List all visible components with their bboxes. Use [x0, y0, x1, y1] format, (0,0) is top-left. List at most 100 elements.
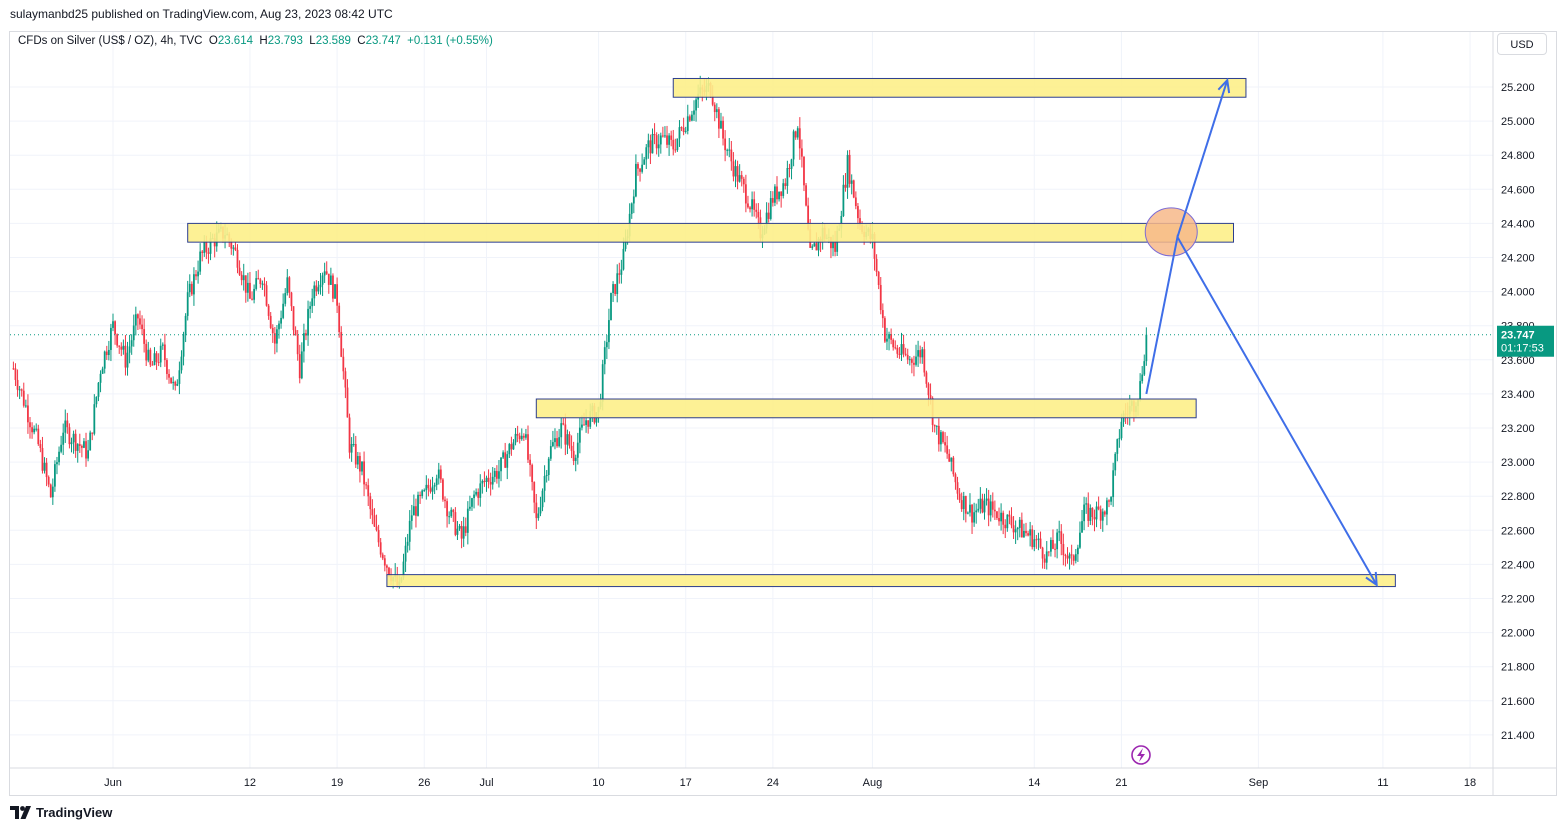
candle-body — [406, 541, 409, 546]
candle-body — [890, 334, 893, 340]
candle-body — [1074, 554, 1077, 561]
candle-body — [307, 308, 309, 336]
candle-body — [72, 433, 75, 443]
x-tick-label: Aug — [863, 777, 883, 789]
candle-body — [371, 509, 374, 516]
candle-body — [973, 512, 976, 523]
candle-body — [661, 135, 664, 137]
candle-body — [1066, 555, 1069, 559]
candle-body — [817, 238, 820, 251]
candle-body — [471, 498, 473, 507]
candle-body — [832, 242, 834, 249]
candle-body — [726, 149, 729, 151]
candle-body — [906, 354, 909, 360]
candle-body — [323, 271, 326, 276]
candle-body — [624, 238, 627, 249]
price-axis[interactable]: 21.400 21.600 21.800 22.000 22.200 22.400 22.6… — [1501, 82, 1535, 742]
candle-body — [269, 315, 272, 328]
candle-body — [105, 351, 108, 356]
candle-body — [267, 305, 270, 316]
x-tick-label: Jun — [104, 777, 122, 789]
candle-body — [273, 333, 276, 344]
candle-body — [313, 285, 316, 299]
candle-body — [265, 285, 268, 306]
candle-body — [886, 338, 888, 342]
candle-body — [952, 457, 955, 475]
candle-body — [508, 444, 511, 455]
candle-body — [469, 506, 471, 509]
candle-body — [184, 315, 187, 335]
candle-body — [581, 424, 583, 428]
candle-body — [585, 420, 587, 425]
zone-24.4 — [187, 222, 1235, 243]
time-axis[interactable]: Jun 12 19 26 Jul 10 17 24 Aug 14 21 Sep 11 18 — [104, 777, 1476, 789]
candle-body — [27, 405, 29, 423]
candle-body — [1018, 519, 1021, 528]
candle-body — [16, 379, 19, 390]
candle-body — [944, 442, 946, 446]
candle-body — [612, 284, 614, 293]
candle-body — [896, 347, 899, 354]
candle-body — [74, 433, 77, 451]
change-value: +0.131 (+0.55%) — [407, 35, 493, 47]
lightning-icon[interactable] — [1131, 745, 1151, 765]
candle-body — [510, 444, 513, 450]
candle-body — [778, 191, 780, 200]
candle-body — [110, 327, 112, 350]
candle-body — [608, 320, 610, 343]
candle-body — [417, 494, 419, 516]
candle-body — [276, 329, 278, 344]
candle-body — [76, 444, 79, 451]
candle-body — [979, 498, 982, 509]
candle-body — [1029, 529, 1032, 536]
candle-body — [649, 140, 652, 154]
candle-body — [433, 485, 436, 487]
candle-body — [500, 457, 502, 472]
candle-body — [846, 154, 849, 188]
candle-body — [462, 526, 465, 539]
symbol-legend[interactable]: CFDs on Silver (US$ / OZ), 4h, TVC O23.6… — [18, 35, 493, 47]
candle-body — [178, 370, 181, 384]
candle-body — [539, 507, 542, 514]
candle-body — [637, 163, 639, 169]
candle-body — [271, 327, 274, 334]
candle-body — [562, 423, 565, 425]
zone-22.3 — [386, 574, 1396, 588]
candle-body — [888, 334, 890, 339]
candle-body — [549, 446, 552, 459]
candle-body — [249, 282, 251, 299]
candle-body — [680, 127, 683, 129]
candle-body — [1050, 539, 1052, 552]
candle-body — [556, 438, 558, 447]
candle-body — [925, 372, 928, 384]
open-value: 23.614 — [217, 35, 253, 47]
footer-brand[interactable]: TradingView — [10, 805, 112, 820]
candle-body — [645, 147, 648, 160]
y-tick-label: 21.600 — [1501, 696, 1535, 708]
candle-body — [547, 458, 550, 476]
arrowhead-down — [1365, 571, 1378, 587]
candle-body — [1010, 516, 1013, 526]
candle-body — [695, 99, 697, 111]
currency-button[interactable]: USD — [1497, 33, 1547, 55]
candle-body — [504, 452, 507, 468]
y-tick-label: 24.400 — [1501, 218, 1535, 230]
candle-body — [1120, 421, 1123, 439]
candle-body — [1006, 514, 1009, 529]
tradingview-logo-icon — [10, 805, 31, 819]
candle-body — [554, 438, 556, 443]
candle-body — [18, 389, 21, 391]
candle-body — [303, 333, 305, 352]
candle-body — [917, 350, 919, 357]
candle-body — [711, 95, 714, 105]
candle-body — [1012, 525, 1015, 533]
candle-body — [437, 469, 440, 479]
candle-body — [587, 420, 590, 427]
candle-body — [37, 428, 40, 445]
candle-body — [64, 420, 67, 433]
candle-body — [854, 197, 857, 207]
y-tick-label: 24.200 — [1501, 253, 1535, 265]
candle-body — [124, 345, 127, 368]
candle-body — [22, 390, 25, 406]
